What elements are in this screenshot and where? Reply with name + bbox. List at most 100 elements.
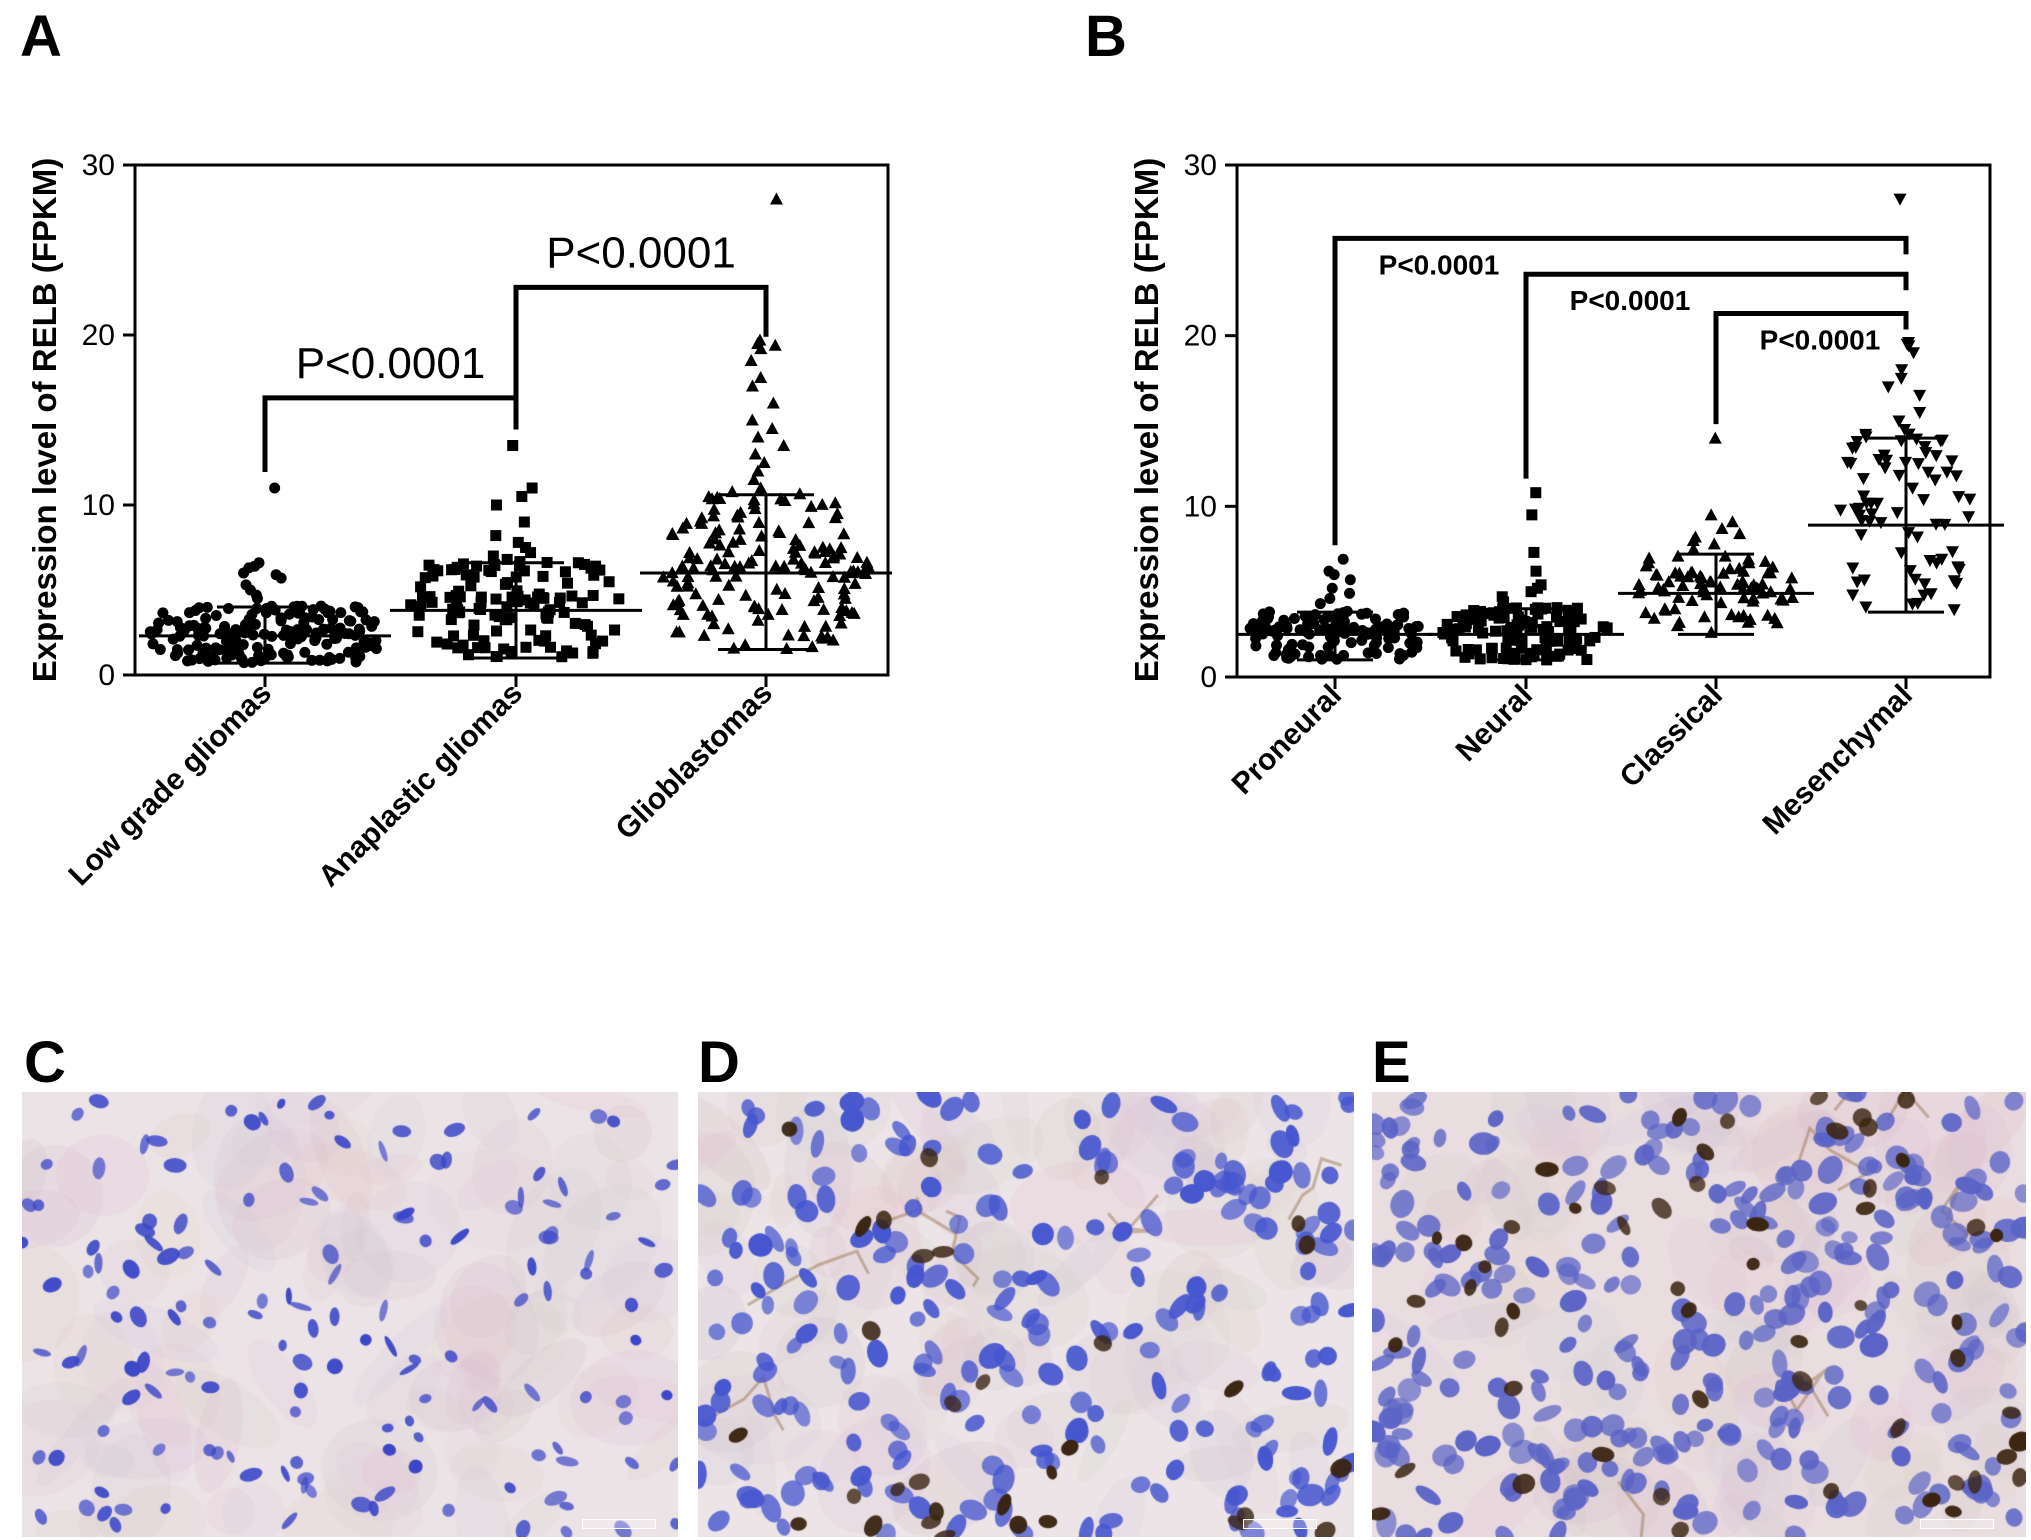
data-point: [1658, 602, 1672, 615]
data-point: [1849, 441, 1863, 454]
data-point: [1913, 406, 1927, 419]
data-point: [210, 610, 222, 622]
data-point: [707, 502, 721, 515]
data-point: [1698, 610, 1712, 623]
data-point: [1463, 648, 1475, 660]
data-point: [828, 496, 842, 509]
y-tick-label: 30: [1184, 149, 1217, 182]
data-point: [1281, 622, 1293, 634]
data-point: [721, 622, 735, 635]
data-point: [1543, 626, 1555, 638]
chart-b-error-bars: [1237, 436, 2004, 662]
data-point: [1318, 614, 1330, 626]
data-point: [705, 492, 719, 505]
chart-a-error-bars: [139, 493, 892, 665]
data-point: [859, 562, 873, 575]
data-point: [766, 396, 780, 409]
data-point: [733, 532, 747, 545]
data-point: [774, 492, 788, 505]
data-point: [1257, 608, 1269, 620]
data-point: [501, 577, 513, 589]
data-point: [1671, 549, 1685, 562]
data-point: [1544, 635, 1556, 647]
data-point: [1919, 447, 1933, 460]
data-point: [1498, 612, 1510, 624]
data-point: [1348, 621, 1360, 633]
data-point: [1268, 650, 1280, 662]
data-point: [1724, 608, 1738, 621]
data-point: [850, 551, 864, 564]
data-point: [773, 526, 787, 539]
data-point: [238, 567, 250, 579]
data-point: [1940, 466, 1954, 479]
data-point: [343, 628, 355, 640]
data-point: [452, 642, 464, 654]
data-point: [1704, 508, 1718, 521]
data-point: [275, 612, 287, 624]
data-point: [219, 621, 231, 633]
data-point: [200, 642, 212, 654]
data-point: [1856, 473, 1870, 486]
data-point: [467, 629, 479, 641]
data-point: [1902, 340, 1916, 353]
data-point: [1785, 590, 1799, 603]
data-point: [1368, 639, 1380, 651]
data-point: [354, 625, 366, 637]
data-point: [597, 635, 609, 647]
data-point: [754, 481, 768, 494]
data-point: [370, 643, 382, 655]
data-point: [1392, 619, 1404, 631]
data-point: [516, 491, 528, 502]
data-point: [415, 581, 427, 593]
data-point: [1846, 562, 1860, 575]
data-point: [837, 587, 851, 600]
data-point: [707, 509, 721, 522]
data-point: [815, 497, 829, 510]
y-tick-label: 20: [1184, 320, 1217, 353]
data-point: [405, 599, 417, 611]
data-point: [335, 607, 347, 619]
chart-b-brackets: P<0.0001 P<0.0001 P<0.0001: [1332, 235, 1909, 546]
data-point: [1758, 554, 1772, 567]
data-point: [1850, 576, 1864, 589]
data-point: [1952, 563, 1966, 576]
data-point: [1500, 642, 1512, 654]
data-point: [585, 629, 597, 641]
data-point: [1676, 578, 1690, 591]
data-point: [567, 647, 579, 659]
data-point: [1475, 615, 1487, 627]
data-point: [730, 508, 744, 521]
data-point: [675, 559, 689, 572]
micrograph-c: [22, 1092, 678, 1537]
data-point: [807, 594, 821, 607]
data-point: [1662, 575, 1676, 588]
data-point: [1865, 508, 1879, 521]
data-point: [507, 440, 519, 451]
data-point: [1649, 567, 1663, 580]
data-point: [1928, 474, 1942, 487]
data-point: [1344, 587, 1356, 599]
data-point: [192, 622, 204, 634]
data-point: [275, 572, 287, 584]
data-point: [465, 580, 477, 592]
data-point: [1930, 557, 1944, 570]
data-point: [1301, 626, 1313, 638]
data-point: [1892, 415, 1906, 428]
data-point: [1506, 621, 1518, 633]
data-point: [533, 634, 545, 646]
y-tick-label: 10: [1184, 490, 1217, 523]
data-point: [754, 342, 768, 355]
data-point: [490, 593, 502, 605]
data-point: [751, 613, 765, 626]
data-point: [323, 652, 335, 664]
data-point: [559, 566, 571, 578]
data-point: [687, 561, 701, 574]
data-point: [1575, 644, 1587, 656]
data-point: [1906, 482, 1920, 495]
data-point: [1668, 602, 1682, 615]
data-point: [1952, 491, 1966, 504]
data-point: [708, 526, 722, 539]
data-point: [1271, 639, 1283, 651]
data-point: [251, 593, 263, 604]
chart-a-x-labels: Low grade gliomas Anaplastic gliomas Gliob…: [62, 675, 779, 893]
